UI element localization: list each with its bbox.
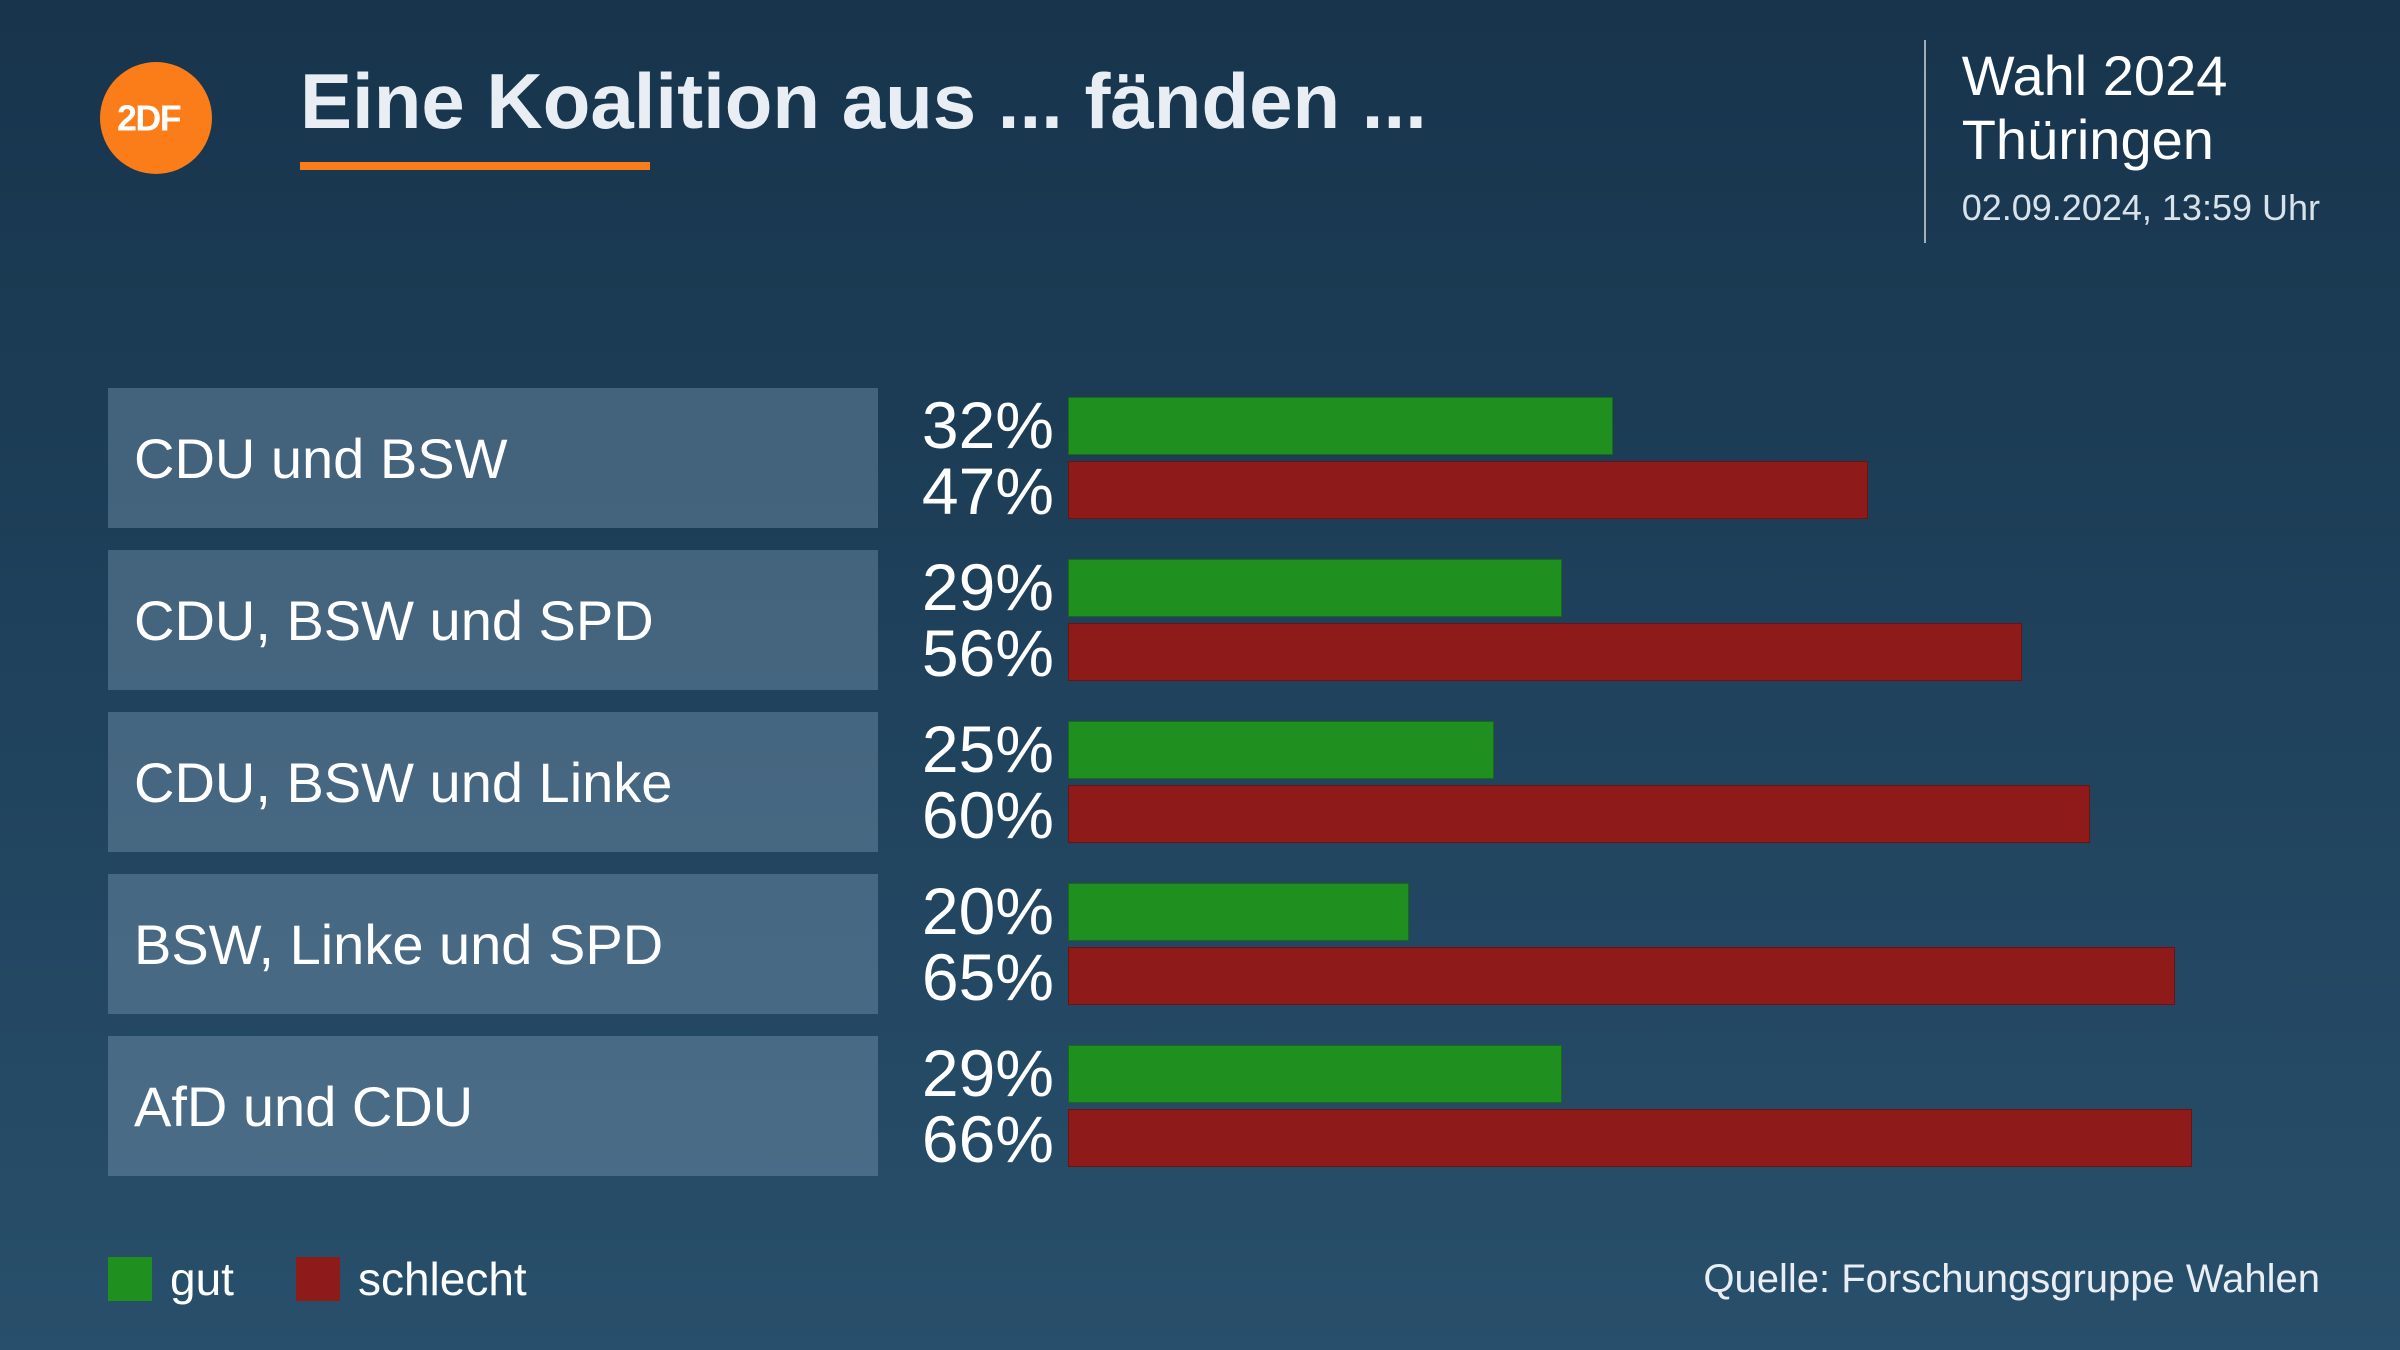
value-bad: 65% — [878, 944, 1054, 1010]
chart-row: CDU, BSW und Linke25%60% — [108, 712, 2260, 852]
bar-bad — [1068, 785, 2090, 843]
bar-bad — [1068, 461, 1868, 519]
meta-timestamp: 02.09.2024, 13:59 Uhr — [1962, 187, 2320, 229]
zdf-logo-icon: 2DF — [117, 79, 195, 157]
legend-label-good: gut — [170, 1252, 234, 1306]
legend: gut schlecht — [108, 1252, 527, 1306]
value-good: 32% — [878, 392, 1054, 458]
meta-block: Wahl 2024 Thüringen 02.09.2024, 13:59 Uh… — [1924, 40, 2320, 243]
row-label: CDU, BSW und Linke — [108, 712, 878, 852]
row-bars — [1068, 874, 2260, 1014]
coalition-bar-chart: CDU und BSW32%47%CDU, BSW und SPD29%56%C… — [108, 388, 2260, 1198]
header: 2DF Eine Koalition aus ... fänden ... Wa… — [0, 40, 2400, 290]
bar-good — [1068, 559, 1562, 617]
svg-text:2DF: 2DF — [117, 98, 181, 138]
row-bars — [1068, 712, 2260, 852]
row-bars — [1068, 1036, 2260, 1176]
bar-bad — [1068, 1109, 2192, 1167]
row-values: 20%65% — [878, 874, 1068, 1014]
chart-row: AfD und CDU29%66% — [108, 1036, 2260, 1176]
legend-swatch-good — [108, 1257, 152, 1301]
legend-swatch-bad — [296, 1257, 340, 1301]
bar-good — [1068, 1045, 1562, 1103]
row-bars — [1068, 388, 2260, 528]
row-label: AfD und CDU — [108, 1036, 878, 1176]
chart-row: CDU, BSW und SPD29%56% — [108, 550, 2260, 690]
value-good: 29% — [878, 1040, 1054, 1106]
value-bad: 47% — [878, 458, 1054, 524]
chart-row: CDU und BSW32%47% — [108, 388, 2260, 528]
zdf-logo: 2DF — [100, 62, 212, 174]
row-label: CDU und BSW — [108, 388, 878, 528]
value-good: 25% — [878, 716, 1054, 782]
legend-label-bad: schlecht — [358, 1252, 527, 1306]
bar-good — [1068, 397, 1613, 455]
bar-bad — [1068, 623, 2022, 681]
row-label: CDU, BSW und SPD — [108, 550, 878, 690]
row-values: 29%66% — [878, 1036, 1068, 1176]
value-good: 20% — [878, 878, 1054, 944]
meta-line-1: Wahl 2024 — [1962, 44, 2320, 108]
title-underline — [300, 162, 650, 170]
row-values: 32%47% — [878, 388, 1068, 528]
bar-bad — [1068, 947, 2175, 1005]
row-bars — [1068, 550, 2260, 690]
value-bad: 66% — [878, 1106, 1054, 1172]
meta-line-2: Thüringen — [1962, 108, 2320, 172]
row-label: BSW, Linke und SPD — [108, 874, 878, 1014]
row-values: 25%60% — [878, 712, 1068, 852]
row-values: 29%56% — [878, 550, 1068, 690]
value-good: 29% — [878, 554, 1054, 620]
value-bad: 60% — [878, 782, 1054, 848]
chart-row: BSW, Linke und SPD20%65% — [108, 874, 2260, 1014]
bar-good — [1068, 721, 1494, 779]
source-line: Quelle: Forschungsgruppe Wahlen — [1703, 1257, 2320, 1302]
value-bad: 56% — [878, 620, 1054, 686]
chart-title: Eine Koalition aus ... fänden ... — [300, 56, 1427, 147]
bar-good — [1068, 883, 1409, 941]
